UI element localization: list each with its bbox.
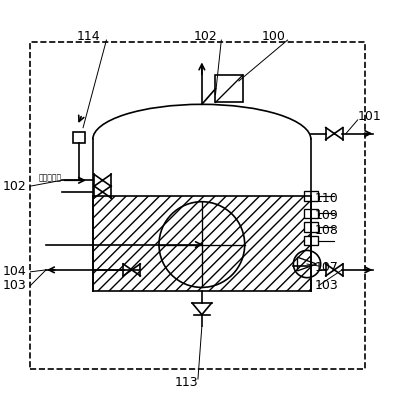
Text: 103: 103 xyxy=(3,279,27,292)
Text: 104: 104 xyxy=(3,265,27,278)
Text: 114: 114 xyxy=(77,30,101,43)
Bar xyxy=(31,42,365,369)
Text: 102: 102 xyxy=(194,30,218,43)
Text: 102: 102 xyxy=(3,180,27,193)
Bar xyxy=(304,191,318,201)
Text: 109: 109 xyxy=(315,209,338,222)
Bar xyxy=(215,75,243,102)
Text: 113: 113 xyxy=(174,376,198,389)
Bar xyxy=(73,132,85,143)
Text: 107: 107 xyxy=(314,261,338,274)
Bar xyxy=(93,196,311,291)
Text: 来自水系统: 来自水系统 xyxy=(38,173,61,182)
Text: 108: 108 xyxy=(314,225,338,238)
Bar xyxy=(304,209,318,218)
Text: 100: 100 xyxy=(262,30,286,43)
Bar xyxy=(304,222,318,232)
Text: 103: 103 xyxy=(315,279,338,292)
Text: 110: 110 xyxy=(315,192,338,205)
Bar xyxy=(304,236,318,246)
Text: 101: 101 xyxy=(357,109,381,122)
